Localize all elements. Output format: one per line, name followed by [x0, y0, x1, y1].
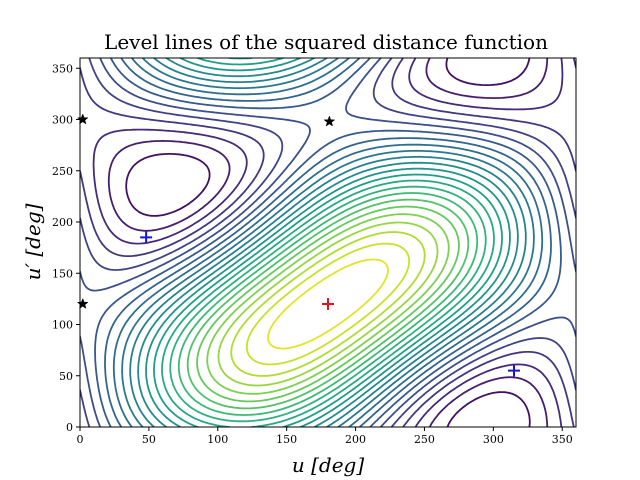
contour-level-line: [129, 58, 527, 427]
contour-level-line: [121, 58, 535, 427]
contour-level-line: [230, 231, 426, 377]
x-tick-label: 200: [345, 433, 366, 446]
critical-point-star-marker: [76, 297, 89, 309]
contour-level-line: [80, 58, 576, 427]
x-tick-label: 50: [142, 433, 156, 446]
y-tick-label: 250: [52, 165, 73, 178]
chart-title: Level lines of the squared distance func…: [104, 30, 548, 54]
contour-lines: [80, 58, 576, 427]
y-tick-label: 200: [52, 216, 73, 229]
contour-level-line: [177, 192, 479, 416]
saddle-point-marker: [508, 364, 520, 377]
y-tick-label: 350: [52, 62, 73, 75]
saddle-point-marker: [140, 231, 153, 244]
y-axis-label: u′ [deg]: [21, 203, 45, 280]
x-tick-label: 150: [276, 433, 297, 446]
x-axis-label: u [deg]: [292, 453, 364, 477]
contour-level-line: [169, 185, 487, 423]
contour-level-line: [145, 58, 511, 427]
y-tick-label: 300: [52, 114, 73, 127]
x-tick-label: 300: [483, 433, 504, 446]
x-tick-label: 0: [77, 433, 84, 446]
contour-level-line: [206, 213, 450, 395]
y-tick-label: 150: [52, 267, 73, 280]
contour-level-line: [153, 58, 503, 427]
contour-level-line: [80, 58, 576, 427]
y-tick-label: 0: [66, 421, 73, 434]
contour-level-line: [80, 58, 576, 427]
x-tick-label: 250: [414, 433, 435, 446]
plot-frame: [79, 57, 577, 428]
contour-level-line: [186, 198, 470, 410]
markers: [76, 113, 520, 377]
contour-level-line: [94, 58, 562, 427]
contour-level-line: [245, 242, 411, 366]
y-axis-ticks: 0 50 100 150 200 250 300 350: [52, 62, 80, 434]
contour-level-line: [104, 58, 552, 427]
x-tick-label: 100: [207, 433, 228, 446]
contour-level-line: [196, 205, 460, 403]
y-tick-label: 50: [59, 370, 73, 383]
contour-level-line: [125, 58, 531, 427]
x-tick-label: 350: [552, 433, 573, 446]
contour-level-line: [112, 58, 544, 427]
critical-point-star-marker: [76, 113, 89, 125]
contour-level-line: [137, 58, 519, 427]
critical-point-star-marker: [323, 115, 336, 127]
contour-level-line: [161, 58, 495, 427]
contour-level-line: [217, 221, 439, 387]
minimum-marker: [322, 298, 334, 310]
x-axis-ticks: 0 50 100 150 200 250 300 350: [77, 427, 573, 446]
contour-level-line: [267, 258, 389, 350]
y-tick-label: 100: [52, 319, 73, 332]
